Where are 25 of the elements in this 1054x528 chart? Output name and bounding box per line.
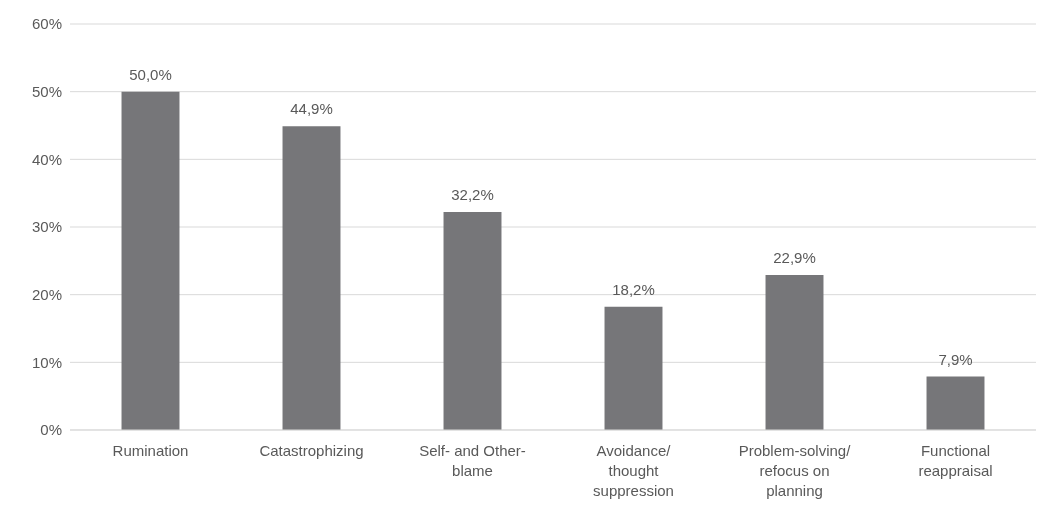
bar	[604, 306, 663, 430]
data-label: 22,9%	[773, 249, 816, 267]
y-tick-label: 20%	[31, 285, 62, 303]
x-tick-label: Catastrophizing	[259, 442, 364, 459]
data-label: 32,2%	[451, 186, 494, 204]
y-tick-label: 60%	[31, 15, 62, 33]
x-tick-label: Rumination	[112, 442, 189, 459]
data-label: 44,9%	[290, 100, 333, 118]
bar	[443, 212, 502, 430]
data-label: 18,2%	[612, 280, 655, 298]
y-tick-label: 50%	[31, 82, 62, 100]
y-tick-label: 40%	[31, 150, 62, 168]
bar	[765, 275, 824, 430]
x-tick-label: Avoidance/ thought suppression	[593, 442, 674, 499]
data-label: 7,9%	[938, 350, 973, 368]
y-tick-label: 0%	[40, 421, 62, 439]
bar	[926, 376, 985, 430]
data-label: 50,0%	[129, 65, 172, 83]
bar	[121, 91, 180, 430]
x-tick-label: Functional reappraisal	[918, 442, 993, 479]
bar	[282, 126, 341, 430]
x-tick-label: Self- and Other-blame	[419, 442, 526, 479]
y-tick-label: 30%	[31, 218, 62, 236]
y-tick-label: 10%	[31, 353, 62, 371]
x-tick-label: Problem-solving/ refocus on planning	[738, 442, 852, 499]
